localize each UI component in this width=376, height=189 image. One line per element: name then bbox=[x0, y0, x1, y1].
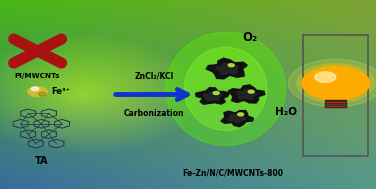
Text: PI/MWCNTs: PI/MWCNTs bbox=[15, 73, 61, 79]
Text: H₂O: H₂O bbox=[275, 107, 297, 116]
Ellipse shape bbox=[184, 47, 267, 130]
Circle shape bbox=[315, 72, 336, 82]
Text: TA: TA bbox=[35, 156, 48, 166]
Circle shape bbox=[228, 64, 234, 67]
Bar bbox=[303, 35, 368, 156]
Text: Fe³⁺: Fe³⁺ bbox=[51, 87, 70, 96]
Polygon shape bbox=[196, 88, 229, 104]
Polygon shape bbox=[203, 92, 222, 101]
Polygon shape bbox=[228, 85, 265, 103]
Circle shape bbox=[213, 91, 219, 94]
Circle shape bbox=[28, 87, 47, 97]
FancyArrowPatch shape bbox=[115, 90, 187, 99]
Ellipse shape bbox=[165, 32, 286, 146]
Circle shape bbox=[297, 64, 374, 103]
Polygon shape bbox=[228, 114, 246, 123]
Circle shape bbox=[302, 66, 370, 100]
Circle shape bbox=[238, 113, 244, 116]
Text: Carbonization: Carbonization bbox=[124, 109, 184, 118]
Circle shape bbox=[38, 92, 46, 96]
Text: Fe-Zn/N/C/MWCNTs-800: Fe-Zn/N/C/MWCNTs-800 bbox=[183, 168, 284, 177]
Circle shape bbox=[31, 87, 39, 91]
Polygon shape bbox=[206, 58, 247, 79]
Text: ZnCl₂/KCl: ZnCl₂/KCl bbox=[135, 71, 174, 80]
Polygon shape bbox=[221, 111, 253, 127]
Bar bbox=[325, 100, 346, 107]
Text: O₂: O₂ bbox=[243, 31, 258, 44]
Polygon shape bbox=[216, 63, 238, 74]
Circle shape bbox=[248, 90, 254, 93]
Polygon shape bbox=[236, 89, 256, 99]
Circle shape bbox=[288, 59, 376, 107]
